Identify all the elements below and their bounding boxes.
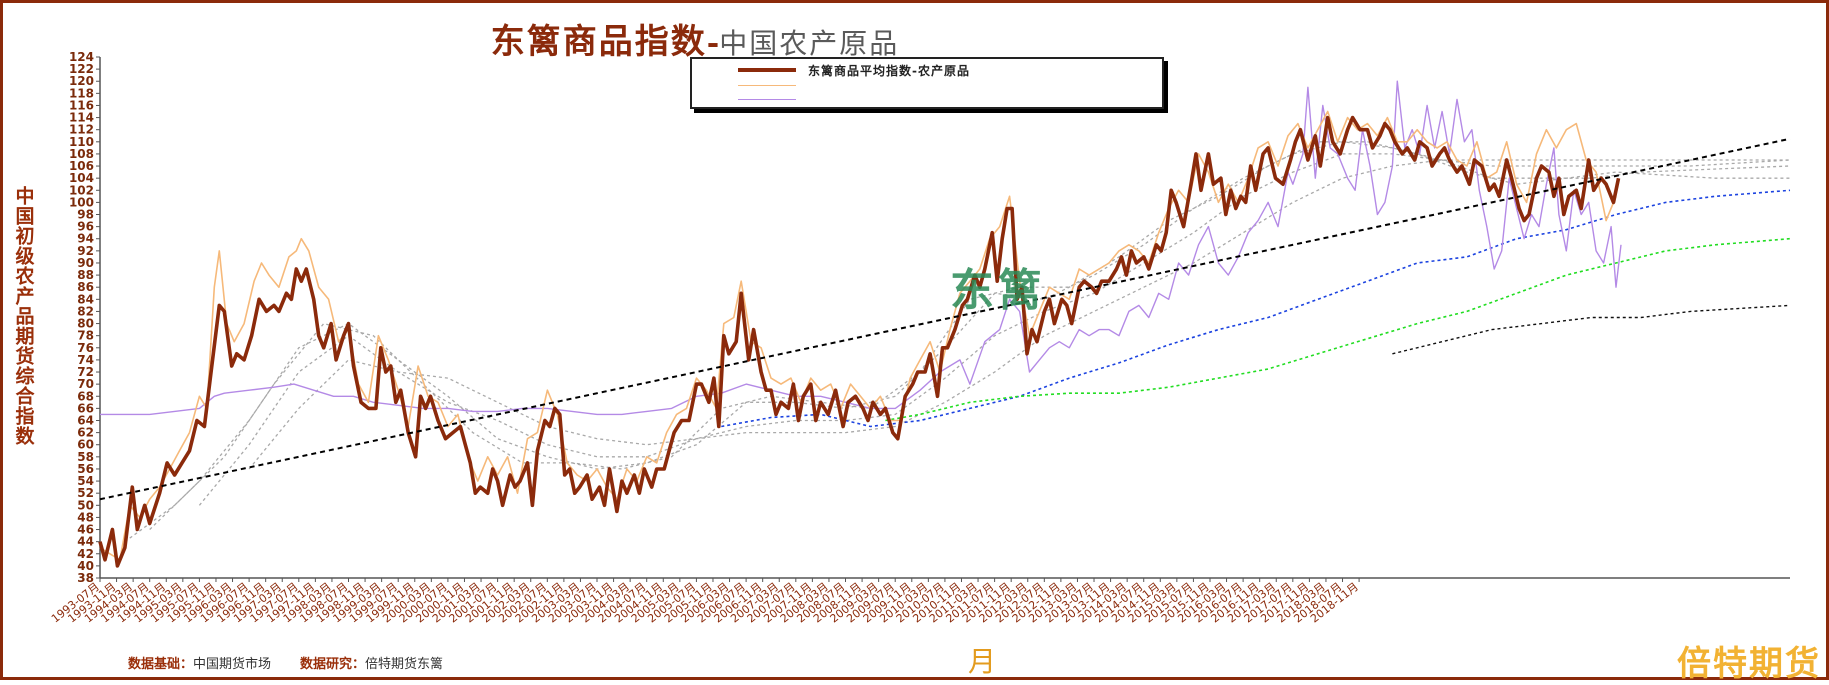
y-tick-label: 102 [69,183,94,197]
y-tick-label: 90 [77,256,94,270]
y-tick-label: 94 [77,232,94,246]
legend-swatch-secondary [738,84,796,86]
title-sub: 中国农产原品 [719,27,900,60]
moving-average-grey-line [124,141,1790,543]
y-tick-label: 46 [77,523,94,537]
y-tick-label: 66 [77,401,94,415]
y-tick-label: 104 [69,171,94,185]
plot-area: 3840424446485052545658606264666870727476… [49,50,1791,625]
y-tick-label: 54 [77,474,94,488]
y-tick-label: 110 [69,135,94,149]
y-tick-label: 86 [77,280,94,294]
y-tick-label: 118 [69,86,94,100]
y-tick-label: 62 [77,426,94,440]
y-tick-label: 112 [69,123,94,137]
y-tick-label: 96 [77,220,94,234]
y-axis-label-text: 中国初级农产品期货综合指数 [12,186,35,446]
title-separator: - [706,26,720,61]
moving-average-grey-line [198,153,1791,506]
y-tick-label: 122 [69,62,94,76]
legend-swatch-main [738,68,796,72]
y-tick-label: 58 [77,450,94,464]
y-tick-label: 88 [77,268,94,282]
footer-basis-label: 数据基础： [128,657,194,672]
y-tick-label: 52 [77,486,94,500]
legend-entry-secondary [738,78,808,92]
series-line-main [98,115,1621,568]
legend-entry-main: 东篱商品平均指数-农产原品 [738,63,970,78]
y-tick-label: 74 [77,353,94,367]
moving-average-green-line [885,237,1791,422]
y-tick-label: 70 [77,377,94,391]
y-tick-label: 120 [69,74,94,88]
footer-research-value: 倍特期货东篱 [364,657,443,672]
legend-entry-tertiary [738,92,808,106]
trend-line [99,137,1791,501]
y-tick-label: 114 [69,111,94,125]
y-tick-label: 40 [77,559,94,573]
watermark: 东篱 [950,265,1046,316]
y-tick-label: 72 [77,365,94,379]
y-tick-label: 44 [77,535,94,549]
moving-average-blue-line [721,189,1791,428]
y-tick-label: 80 [77,317,94,331]
y-tick-label: 92 [77,244,94,258]
x-axis-label: 月 [968,645,997,678]
y-tick-label: 84 [77,292,94,306]
footer: 数据基础：中国期货市场 数据研究：倍特期货东篱 [128,653,443,672]
chart-title: 东篱商品指数-中国农产原品 [0,14,1390,63]
y-tick-label: 124 [69,50,94,64]
y-tick-label: 38 [77,571,94,585]
legend-label-main: 东篱商品平均指数-农产原品 [808,63,970,78]
y-tick-label: 50 [77,498,94,512]
legend-swatch-tertiary [738,98,796,100]
y-tick-label: 56 [77,462,94,476]
y-tick-label: 68 [77,389,94,403]
y-axis-label: 中国初级农产品期货综合指数 [10,186,38,446]
y-tick-label: 60 [77,438,94,452]
y-tick-label: 48 [77,510,94,524]
footer-basis-value: 中国期货市场 [193,657,272,672]
title-main: 东篱商品指数 [490,22,707,62]
y-tick-label: 78 [77,329,94,343]
y-tick-label: 100 [69,195,94,209]
y-tick-label: 106 [69,159,94,173]
y-tick-label: 42 [77,547,94,561]
y-tick-label: 76 [77,341,94,355]
y-tick-label: 64 [77,413,94,427]
y-tick-label: 82 [77,304,94,318]
moving-average-black-line [1392,304,1791,355]
y-tick-label: 98 [77,208,94,222]
brand-logo-text: 倍特期货 [1677,644,1821,684]
y-tick-label: 116 [69,98,94,112]
legend: 东篱商品平均指数-农产原品 [690,57,1164,109]
footer-research-label: 数据研究： [299,657,365,672]
y-tick-label: 108 [69,147,94,161]
